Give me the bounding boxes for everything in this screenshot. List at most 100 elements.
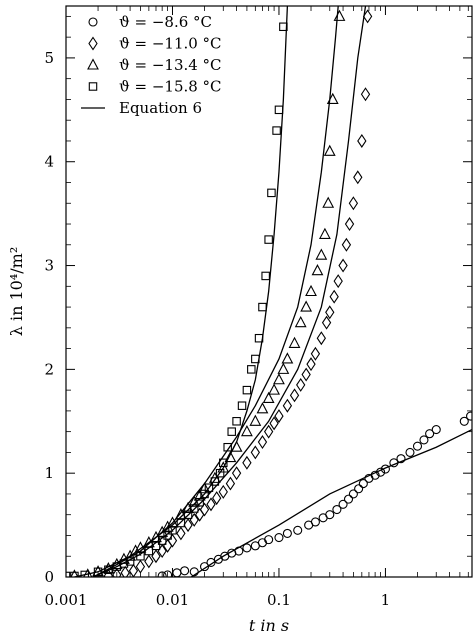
triangle-point: [256, 402, 269, 414]
diamond-point: [176, 526, 186, 541]
legend-entry-label: ϑ = −8.6 °C: [119, 13, 212, 31]
triangle-point: [333, 9, 346, 21]
triangle-point: [323, 144, 336, 156]
square-point: [136, 551, 145, 561]
y-tick-label: 3: [44, 257, 54, 275]
axis-labels: t in s λ in 10⁴/m²: [7, 247, 289, 635]
square-point: [247, 365, 256, 374]
triangle-point: [129, 544, 142, 556]
y-tick-label: 5: [44, 49, 54, 67]
triangle-point: [70, 569, 79, 577]
square-point: [274, 105, 284, 115]
triangle-point: [230, 440, 243, 452]
triangle-point: [315, 248, 328, 260]
triangle-point: [83, 568, 93, 577]
circle-point: [348, 489, 358, 499]
diamond-point: [144, 554, 154, 569]
triangle-point: [277, 362, 290, 374]
triangle-point: [134, 541, 147, 553]
triangle-point: [224, 450, 237, 463]
triangle-point: [268, 383, 280, 395]
square-point: [168, 526, 177, 535]
diamond-point: [112, 567, 122, 577]
triangle-point: [294, 315, 307, 328]
square-point: [151, 541, 161, 551]
diamond-point: [306, 357, 316, 372]
y-tick-label: 0: [44, 568, 54, 586]
circle-point: [389, 458, 399, 468]
square-point: [223, 442, 232, 452]
square-point: [227, 427, 236, 436]
diamond-point: [206, 497, 216, 512]
diamond-point: [282, 398, 293, 413]
square-point: [215, 468, 225, 478]
diamond-point: [250, 445, 260, 460]
diamond-point: [183, 518, 193, 533]
square-point: [261, 271, 270, 281]
diamond-point: [333, 274, 343, 289]
circle-point: [325, 510, 335, 520]
square-point: [254, 333, 264, 343]
legend-entry-label: ϑ = −15.8 °C: [119, 78, 222, 96]
square-point: [70, 571, 79, 577]
series-circle: [157, 411, 472, 577]
diamond-point: [341, 237, 352, 252]
circle-point: [163, 570, 173, 577]
diamond-point: [353, 170, 363, 185]
diamond-point: [242, 455, 252, 470]
square-point: [219, 458, 228, 468]
circle-point: [431, 425, 441, 435]
x-tick-label: 0.1: [267, 591, 291, 609]
y-tick-label: 2: [44, 360, 54, 378]
diamond-point: [357, 133, 367, 148]
legend-entry-label: ϑ = −11.0 °C: [119, 35, 222, 53]
square-point: [189, 504, 199, 513]
square-point: [104, 565, 113, 574]
square-point: [232, 417, 241, 426]
diamond-point: [310, 346, 321, 361]
diamond-point: [212, 491, 222, 506]
diamond-point: [344, 217, 355, 232]
circle-point: [376, 467, 386, 477]
diamond-point: [362, 9, 373, 24]
series-diamond: [103, 9, 373, 577]
triangle-point: [188, 495, 201, 507]
circle-point: [338, 499, 348, 509]
diamond-point: [135, 559, 146, 574]
diamond-point: [167, 533, 178, 548]
square-point: [144, 546, 154, 556]
legend: ϑ = −8.6 °C ϑ = −11.0 °C ϑ = −13.4 °C ϑ = −…: [81, 13, 222, 117]
diamond-point: [257, 435, 268, 450]
diamond-point: [316, 331, 326, 346]
triangle-point: [273, 373, 285, 385]
square-point: [279, 22, 288, 32]
circle-point: [419, 435, 429, 445]
circle-point: [257, 538, 268, 548]
circle-point: [293, 525, 303, 535]
square-point: [210, 477, 220, 486]
square-point: [176, 518, 186, 528]
circle-point: [199, 562, 210, 572]
legend-square-swatch: [88, 82, 98, 91]
square-point: [183, 510, 193, 519]
circle-point: [310, 517, 320, 527]
diamond-point: [296, 377, 306, 392]
diamond-point: [225, 476, 236, 491]
legend-circle-swatch: [88, 17, 98, 27]
diamond-point: [128, 563, 139, 577]
diamond-point: [321, 315, 332, 330]
triangle-point: [288, 336, 301, 348]
triangle-point: [193, 489, 206, 501]
legend-entry-label: Equation 6: [119, 99, 202, 117]
circle-point: [343, 494, 354, 504]
triangle-point: [249, 414, 262, 426]
circle-point: [172, 568, 182, 577]
x-tick-label: 1: [381, 591, 391, 609]
square-point: [237, 401, 247, 410]
x-tick-label: 0.001: [45, 591, 88, 609]
y-tick-label: 1: [44, 464, 54, 482]
square-point: [195, 498, 204, 507]
triangle-point: [240, 424, 253, 437]
diamond-point: [289, 388, 300, 403]
